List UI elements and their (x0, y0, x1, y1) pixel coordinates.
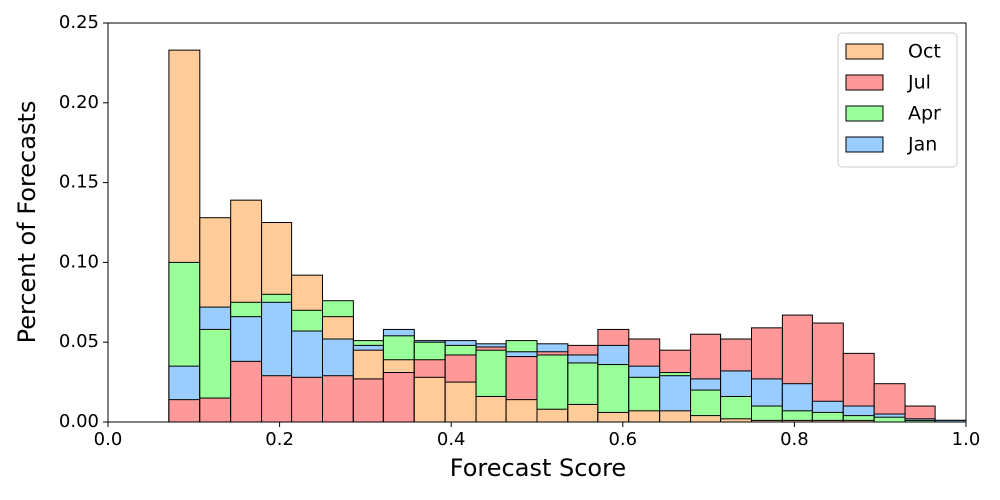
x-tick-label: 0.2 (265, 429, 294, 450)
bar (873, 416, 906, 423)
legend-swatch (845, 136, 884, 153)
x-tick-label: 0.8 (780, 429, 809, 450)
y-axis-label: Percent of Forecasts (13, 101, 41, 344)
y-tick-label: 0.25 (59, 12, 99, 33)
legend-label: Apr (908, 103, 941, 125)
bar (567, 403, 599, 423)
legend-swatch (845, 74, 884, 91)
y-tick-label: 0.15 (59, 172, 99, 193)
legend-box (837, 32, 958, 168)
y-tick-label: 0.05 (59, 331, 99, 352)
bar (291, 376, 323, 423)
legend-label: Oct (908, 41, 941, 63)
legend-label: Jul (907, 72, 931, 94)
bar (597, 411, 630, 423)
x-tick-label: 0.4 (437, 429, 466, 450)
y-tick-label: 0.10 (59, 251, 99, 272)
bar (382, 372, 415, 423)
bar (505, 399, 538, 423)
bar (475, 395, 507, 423)
bar (720, 395, 752, 423)
bar (199, 397, 232, 423)
plot-frame (107, 22, 967, 423)
bar (751, 405, 783, 423)
bar (261, 375, 293, 423)
x-tick-label: 1.0 (952, 429, 981, 450)
bar (168, 399, 201, 423)
legend-label: Jan (907, 134, 937, 156)
legend-swatch (845, 105, 884, 122)
y-tick-label: 0.20 (59, 92, 99, 113)
bar (444, 381, 477, 423)
bar (690, 415, 722, 423)
bar (413, 376, 446, 423)
x-tick-label: 0.6 (608, 429, 637, 450)
bar (536, 408, 569, 423)
bar (322, 375, 354, 423)
bar (352, 378, 384, 423)
bar (659, 410, 692, 423)
bar (628, 410, 661, 423)
legend-swatch (845, 43, 884, 60)
bar (230, 360, 263, 423)
y-tick-label: 0.00 (59, 411, 99, 432)
x-tick-label: 0.0 (94, 429, 123, 450)
x-axis-label: Forecast Score (450, 454, 626, 482)
